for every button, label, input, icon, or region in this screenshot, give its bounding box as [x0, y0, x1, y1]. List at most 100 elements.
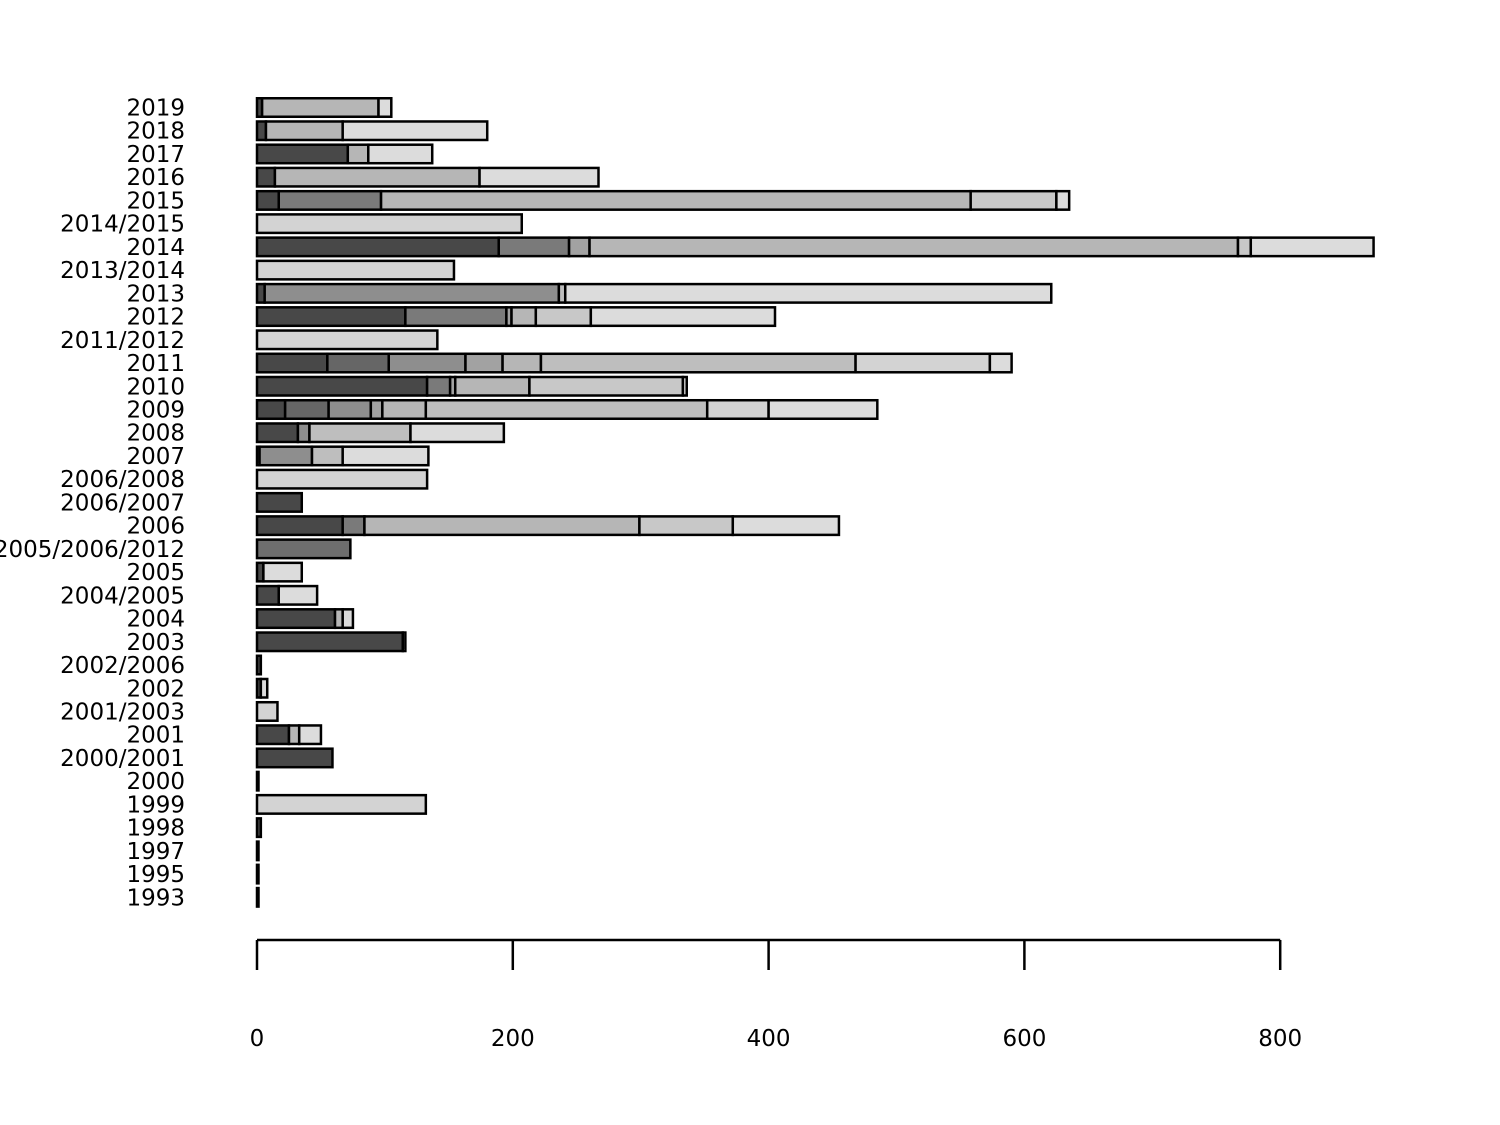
bar-segment [1236, 236, 1253, 258]
y-tick-label: 2004/2005 [60, 583, 185, 609]
bar-segment [255, 817, 263, 839]
bar-segment [589, 306, 777, 328]
bar-segment [424, 398, 709, 420]
bar-segment [1055, 189, 1071, 211]
y-tick-label: 1999 [126, 792, 185, 818]
bar-segment [255, 352, 329, 374]
bar-segment [255, 840, 260, 862]
y-tick-label: 2002/2006 [60, 653, 185, 679]
bar-segment [255, 166, 277, 188]
y-tick-label: 2016 [126, 165, 185, 191]
bar-segment [273, 166, 481, 188]
bar-segment [563, 282, 1053, 304]
bar-segment [255, 515, 344, 537]
y-tick-label: 2017 [126, 142, 185, 168]
bar-segment [767, 398, 879, 420]
y-tick-label: 2002 [126, 676, 185, 702]
bar-group [255, 97, 1375, 908]
y-tick-label: 2011 [126, 351, 185, 377]
bar-segment [255, 213, 524, 235]
bar-segment [401, 631, 407, 653]
bar-segment [255, 886, 260, 908]
bar-segment [255, 422, 300, 444]
bar-segment [346, 143, 370, 165]
y-tick-label: 2000/2001 [60, 746, 185, 772]
y-axis-labels: 201920182017201620152014/201520142013/20… [0, 96, 185, 912]
bar-segment [731, 515, 841, 537]
bar-segment [425, 375, 452, 397]
bar-segment [969, 189, 1058, 211]
bar-segment [255, 793, 428, 815]
x-tick-label: 800 [1258, 1026, 1302, 1052]
y-tick-label: 2012 [126, 305, 185, 331]
x-tick-label: 600 [1002, 1026, 1046, 1052]
y-tick-label: 2009 [126, 397, 185, 423]
y-tick-label: 2001 [126, 723, 185, 749]
bar-segment [369, 398, 384, 420]
bar-segment [705, 398, 770, 420]
bar-segment [255, 770, 260, 792]
bar-segment [409, 422, 506, 444]
bar-segment [363, 515, 641, 537]
y-tick-label: 2014/2015 [60, 212, 185, 238]
bar-segment [255, 468, 429, 490]
bar-segment [255, 863, 260, 885]
bar-segment [310, 445, 344, 467]
bar-segment [259, 677, 269, 699]
y-tick-label: 2007 [126, 444, 185, 470]
bar-segment [478, 166, 600, 188]
bar-segment [528, 375, 685, 397]
bar-segment [262, 561, 304, 583]
bar-segment [308, 422, 412, 444]
bar-segment [260, 97, 380, 118]
bar-segment [377, 97, 393, 118]
y-tick-label: 2005/2006/2012 [0, 537, 185, 563]
bar-segment [255, 724, 291, 746]
y-tick-label: 2013/2014 [60, 258, 185, 284]
bar-segment [341, 445, 430, 467]
bar-segment [255, 631, 405, 653]
bar-segment [255, 375, 429, 397]
y-tick-label: 1998 [126, 816, 185, 842]
bar-segment [258, 445, 314, 467]
bar-segment [381, 398, 428, 420]
bar-segment [255, 608, 337, 630]
y-tick-label: 2013 [126, 281, 185, 307]
y-tick-label: 2011/2012 [60, 328, 185, 354]
y-tick-label: 2003 [126, 630, 185, 656]
bar-segment [255, 143, 350, 165]
bar-segment [255, 189, 280, 211]
y-tick-label: 2015 [126, 188, 185, 214]
bar-segment [263, 282, 561, 304]
bar-segment [255, 700, 279, 722]
bar-segment [453, 375, 531, 397]
y-tick-label: 1997 [126, 839, 185, 865]
bar-segment [255, 538, 352, 560]
bar-segment [326, 352, 390, 374]
bar-segment [341, 608, 355, 630]
y-tick-label: 2005 [126, 560, 185, 586]
bar-segment [255, 491, 304, 513]
y-tick-label: 2008 [126, 421, 185, 447]
bar-segment [327, 398, 373, 420]
bar-segment [638, 515, 735, 537]
x-axis: 0 200 400 600 800 [250, 938, 1302, 1052]
y-tick-label: 2004 [126, 607, 185, 633]
bar-segment [255, 259, 456, 281]
y-tick-label: 2018 [126, 119, 185, 145]
bar-segment [255, 747, 334, 769]
bar-segment [497, 236, 571, 258]
y-tick-label: 1995 [126, 862, 185, 888]
bar-segment [854, 352, 992, 374]
bar-segment [588, 236, 1240, 258]
bar-segment [387, 352, 467, 374]
bar-segment [510, 306, 538, 328]
bar-segment [255, 398, 287, 420]
bar-segment [567, 236, 591, 258]
bar-segment [539, 352, 857, 374]
bar-segment [367, 143, 434, 165]
y-tick-label: 2019 [126, 96, 185, 122]
bar-segment [283, 398, 330, 420]
bar-segment [379, 189, 972, 211]
